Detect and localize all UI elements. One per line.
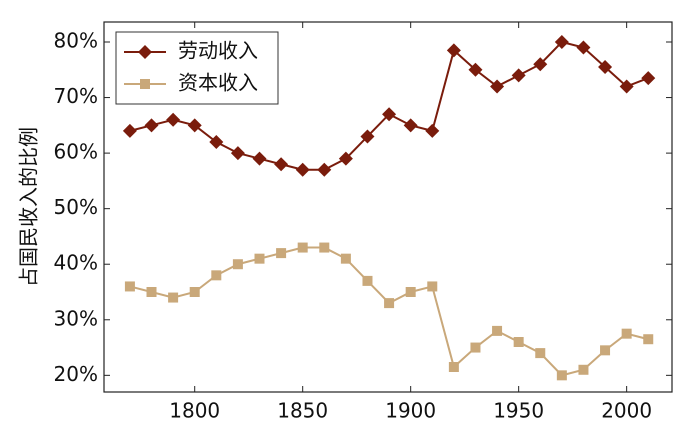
data-point [490,79,505,94]
data-point [124,281,135,292]
data-point [317,162,332,177]
data-point [146,287,157,297]
y-tick-label: 20% [54,362,98,386]
data-point [468,62,483,77]
data-point [554,35,569,49]
data-point [144,118,159,133]
data-point [276,248,287,259]
data-point [166,112,181,127]
data-point [360,129,375,144]
data-point [211,270,222,281]
data-point [274,157,289,172]
data-point [427,281,438,292]
data-point [338,151,353,166]
data-point [254,253,265,264]
data-point [403,118,418,133]
data-point [492,325,503,336]
data-point [319,242,330,253]
data-point [232,259,243,270]
legend-marker [140,79,150,89]
data-point [230,146,245,161]
data-point [600,345,611,356]
data-point [535,348,546,359]
data-point [643,334,654,345]
x-tick-label: 2000 [601,399,652,423]
data-point [621,328,632,339]
x-tick-label: 1950 [493,399,544,423]
data-point [189,287,200,297]
data-point [641,71,656,86]
legend-box [115,31,279,105]
data-point [425,123,440,138]
data-point [533,57,548,72]
legend-label: 资本收入 [178,71,258,95]
data-point [295,162,310,177]
data-point [446,43,461,58]
data-point [513,337,524,347]
y-tick-label: 70% [54,84,98,108]
legend-marker [138,45,152,59]
series-line [129,246,649,377]
plot-frame [103,21,673,393]
data-point [297,242,308,253]
x-tick-label: 1900 [385,399,436,423]
data-point [122,123,137,138]
data-point [384,298,395,309]
y-tick-label: 40% [54,251,98,275]
legend-label: 劳动收入 [178,39,258,63]
data-point [340,253,351,264]
y-tick-label: 50% [54,195,98,219]
data-point [382,107,397,122]
data-point [168,292,179,303]
data-point [511,68,526,83]
data-point [187,118,202,133]
data-point [448,362,459,372]
data-point [209,135,224,149]
y-axis-label: 占国民收入的比例 [17,127,41,287]
data-point [619,79,634,94]
y-tick-label: 60% [54,140,98,164]
data-point [362,275,373,286]
data-point [576,40,591,55]
x-tick-label: 1800 [169,399,220,423]
data-point [598,60,613,74]
data-point [556,370,567,381]
y-tick-label: 80% [54,29,98,53]
data-point [470,342,481,353]
data-point [405,287,416,297]
data-point [252,151,267,166]
data-point [578,364,589,375]
x-tick-label: 1850 [277,399,328,423]
y-tick-label: 30% [54,306,98,330]
